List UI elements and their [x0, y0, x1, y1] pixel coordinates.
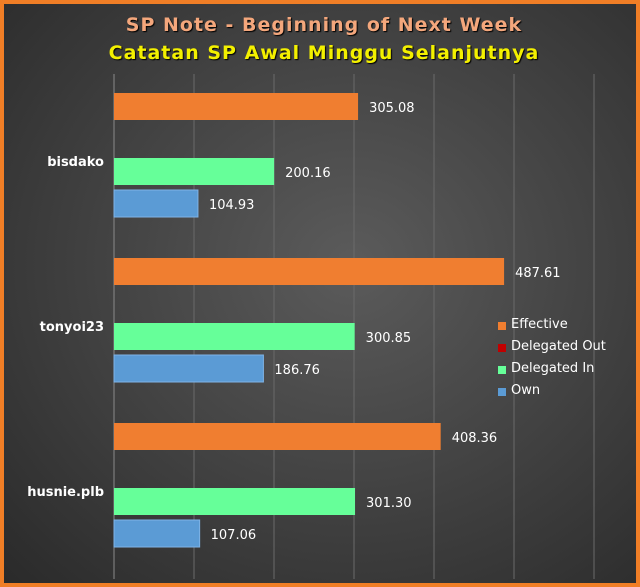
- data-label: 305.08: [369, 101, 415, 116]
- bar: [113, 354, 264, 383]
- legend-label: Delegated Out: [511, 339, 606, 354]
- bar: [114, 323, 355, 350]
- legend-swatch: [498, 366, 506, 374]
- bar: [114, 258, 505, 285]
- bar: [114, 488, 356, 515]
- category-label: tonyoi23: [40, 320, 104, 335]
- data-label: 408.36: [452, 431, 498, 446]
- legend-swatch: [498, 322, 506, 330]
- data-label: 487.61: [515, 266, 561, 281]
- data-label: 300.85: [366, 331, 412, 346]
- legend-label: Own: [511, 383, 541, 398]
- bar: [113, 519, 201, 548]
- bar: [114, 158, 275, 185]
- data-label: 186.76: [274, 363, 320, 378]
- legend-label: Delegated In: [511, 361, 595, 376]
- data-label: 301.30: [366, 496, 412, 511]
- chart-title: SP Note - Beginning of Next Week: [125, 14, 523, 36]
- bar: [114, 93, 359, 120]
- legend-swatch: [498, 388, 506, 396]
- data-label: 104.93: [209, 198, 255, 213]
- bar: [113, 189, 199, 218]
- category-label: bisdako: [47, 155, 104, 170]
- bar-chart: bisdako 305.08 200.16 104.93 tonyoi23 487.61 3…: [27, 74, 595, 579]
- bar: [114, 423, 441, 450]
- legend-label: Effective: [511, 317, 568, 332]
- chart-subtitle: Catatan SP Awal Minggu Selanjutnya: [108, 42, 540, 64]
- data-label: 107.06: [211, 528, 257, 543]
- category-label: husnie.plb: [27, 485, 104, 500]
- data-label: 200.16: [285, 166, 331, 181]
- legend-swatch: [498, 344, 506, 352]
